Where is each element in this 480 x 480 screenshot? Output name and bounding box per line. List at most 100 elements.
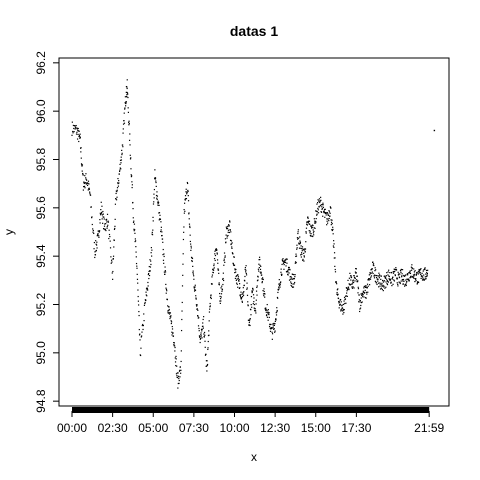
data-point [286, 258, 288, 260]
data-point [185, 191, 187, 193]
data-point [127, 111, 130, 113]
data-point [402, 278, 405, 281]
data-point [196, 315, 199, 317]
data-point [325, 212, 328, 214]
data-point [242, 287, 244, 289]
data-point [404, 275, 406, 277]
data-point [181, 301, 183, 304]
data-point [331, 223, 333, 225]
data-point [321, 208, 323, 210]
data-point [251, 306, 253, 308]
data-point [137, 295, 139, 298]
data-point [268, 313, 270, 316]
data-point [243, 291, 245, 293]
data-point [153, 201, 155, 203]
data-point [98, 231, 100, 233]
data-point [293, 283, 295, 285]
data-point [105, 223, 107, 225]
data-point [256, 294, 258, 296]
data-point [137, 300, 139, 302]
data-point [356, 279, 358, 281]
data-point [364, 285, 366, 287]
data-point [86, 184, 89, 187]
data-point [208, 334, 210, 336]
data-point [345, 287, 347, 289]
data-point [73, 127, 75, 130]
data-point [127, 93, 129, 95]
data-point [234, 277, 237, 280]
data-point [166, 290, 168, 292]
data-point [382, 284, 384, 287]
data-point [263, 295, 265, 297]
data-point [129, 144, 131, 146]
data-point [361, 292, 364, 294]
data-point [190, 243, 192, 245]
data-point [102, 210, 104, 213]
data-point [178, 370, 181, 372]
data-point [406, 278, 408, 280]
data-point [392, 270, 394, 273]
data-point [397, 285, 399, 287]
data-point [200, 335, 202, 337]
data-point [215, 248, 217, 250]
data-point [221, 289, 224, 291]
data-point [100, 212, 103, 214]
data-point [328, 210, 330, 212]
data-point [355, 267, 357, 270]
data-point [153, 188, 156, 191]
data-point [337, 297, 340, 300]
data-point [239, 295, 242, 297]
data-point [384, 275, 386, 277]
data-point [95, 250, 97, 252]
data-point [378, 274, 381, 276]
data-point [271, 327, 273, 329]
data-point [205, 353, 207, 355]
data-point [182, 238, 185, 241]
data-point [285, 258, 287, 260]
data-point [124, 107, 126, 109]
data-point [324, 212, 326, 214]
data-point [201, 328, 203, 330]
data-point [197, 315, 199, 317]
data-point [101, 211, 103, 214]
data-point [263, 288, 265, 290]
data-point [171, 334, 173, 336]
data-point [317, 199, 319, 201]
data-point [235, 282, 238, 284]
data-point [234, 271, 236, 274]
data-point [267, 311, 269, 313]
data-point [352, 279, 354, 281]
data-point [364, 291, 366, 294]
data-point [96, 244, 98, 246]
data-point [275, 312, 277, 314]
data-point [190, 249, 192, 251]
data-point [409, 270, 411, 272]
data-point [338, 300, 340, 303]
data-point [244, 268, 246, 271]
data-point [85, 183, 87, 185]
data-point [380, 275, 382, 277]
data-point [281, 273, 283, 275]
data-point [270, 323, 272, 326]
data-point [113, 239, 115, 242]
data-point [307, 216, 309, 218]
data-point [381, 285, 383, 287]
data-point [357, 280, 359, 282]
data-point [331, 219, 333, 221]
data-point [239, 294, 241, 297]
data-point [182, 263, 184, 265]
data-point [234, 268, 236, 270]
data-point [125, 91, 127, 93]
data-point [165, 288, 168, 291]
data-point [341, 305, 343, 307]
data-point [160, 230, 162, 233]
data-point [351, 287, 354, 289]
data-point [120, 162, 122, 164]
data-point [122, 144, 124, 146]
data-point [84, 182, 87, 184]
data-point [79, 133, 81, 135]
data-point [82, 189, 84, 191]
data-point [175, 364, 177, 367]
data-point [245, 271, 247, 273]
data-point [106, 213, 109, 215]
